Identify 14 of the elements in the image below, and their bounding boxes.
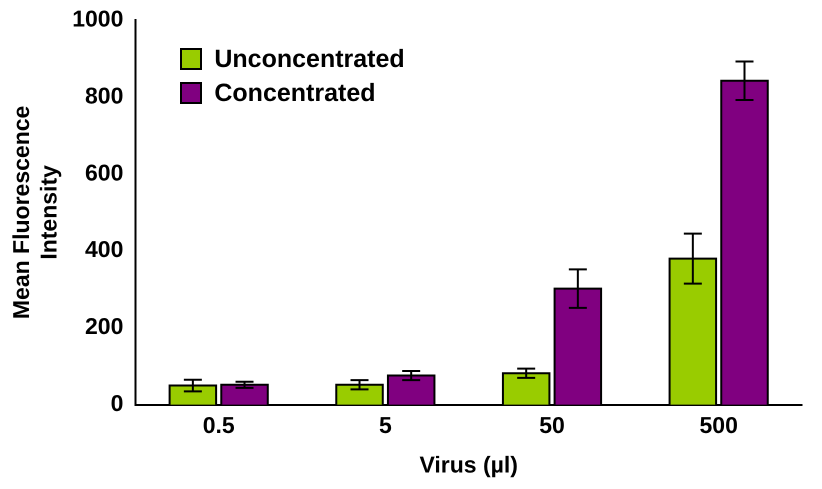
y-tick-label: 0	[110, 390, 124, 416]
x-tick-label: 5	[378, 412, 392, 438]
y-tick-label: 400	[84, 236, 124, 262]
y-tick-label: 200	[84, 313, 124, 340]
x-axis-title: Virus (µl)	[419, 452, 518, 478]
x-tick-label: 500	[699, 412, 738, 438]
legend-label: Unconcentrated	[214, 44, 405, 74]
legend-label: Concentrated	[214, 78, 376, 108]
x-tick-label: 50	[539, 412, 565, 438]
x-tick-label: 0.5	[202, 412, 235, 438]
y-axis-title: Mean Fluorescence Intensity	[8, 106, 62, 320]
y-tick-label: 800	[84, 82, 124, 108]
y-tick-label: 1000	[72, 5, 124, 32]
y-tick-label: 600	[84, 159, 124, 186]
